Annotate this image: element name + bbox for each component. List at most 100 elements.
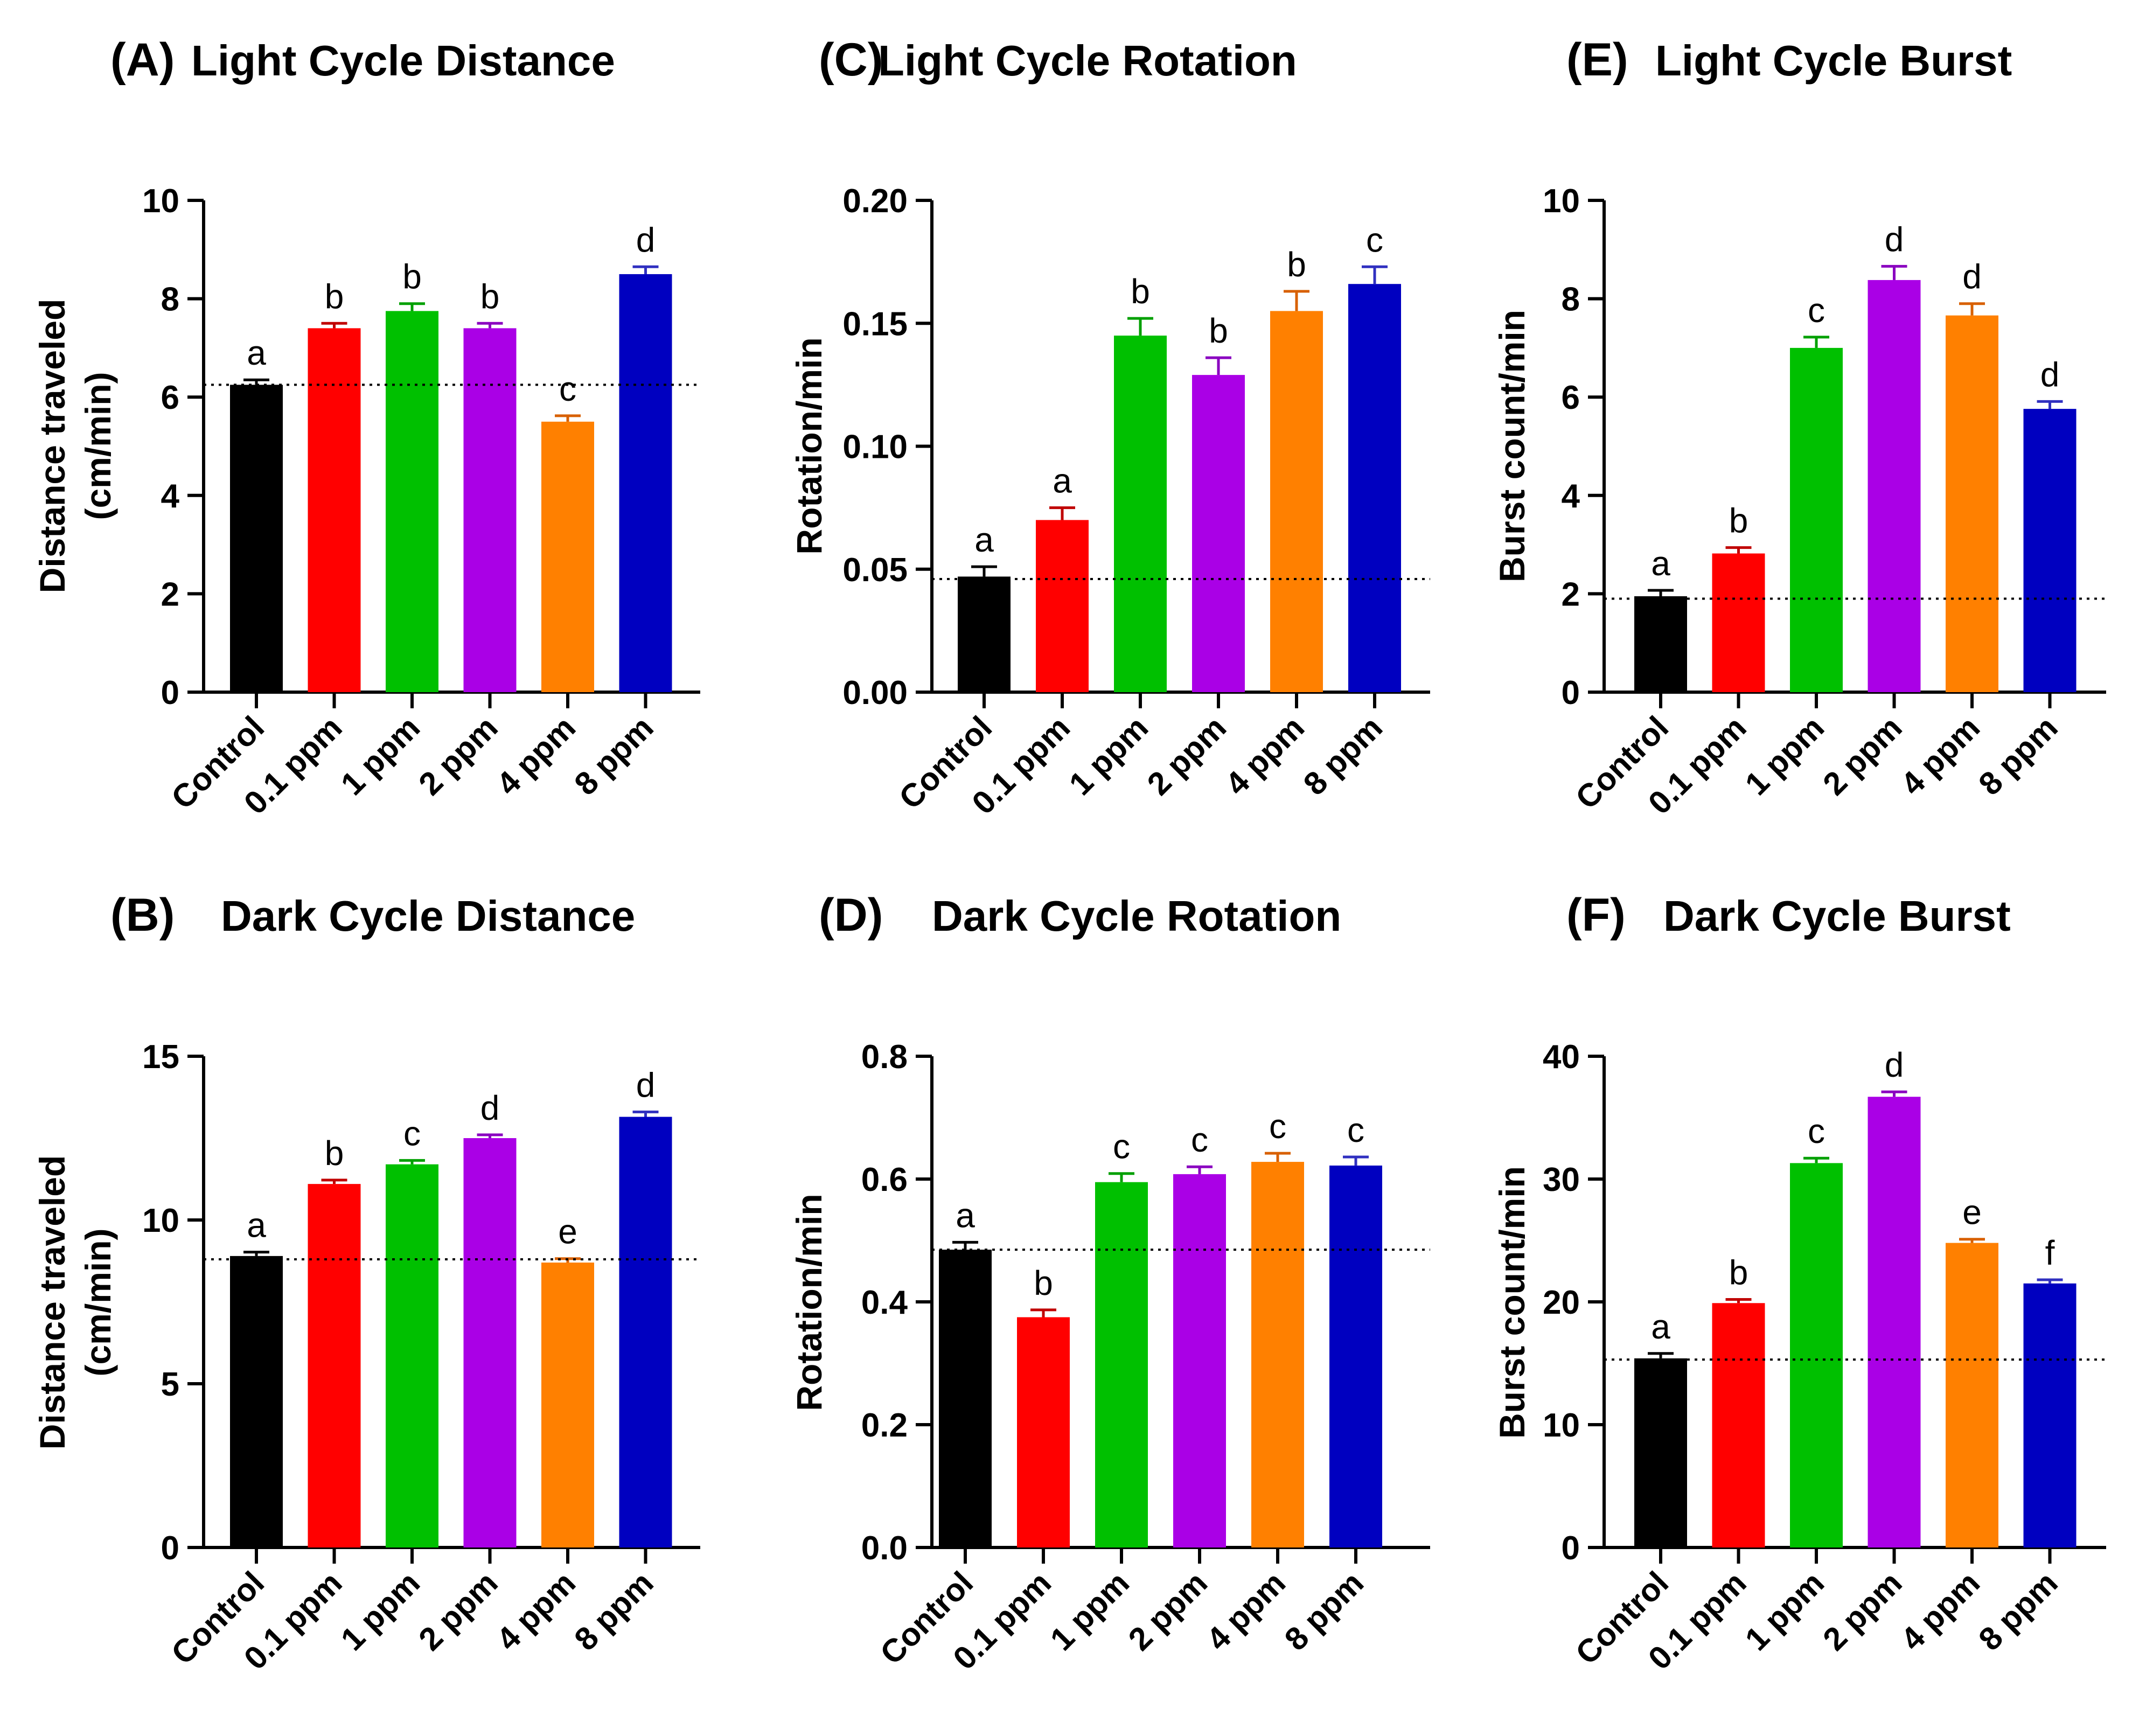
bar-2 [308, 1184, 361, 1547]
panel-title: Light Cycle Burst [1655, 37, 2012, 85]
x-tick-label: 2 ppm [412, 1565, 504, 1657]
bar-3 [1790, 347, 1843, 692]
significance-letter: c [1347, 1111, 1364, 1149]
significance-letter: d [1885, 220, 1904, 259]
y-tick-label: 0 [1562, 674, 1580, 712]
y-tick-label: 0.0 [861, 1530, 908, 1567]
y-tick-label: 0.10 [842, 429, 908, 466]
significance-letter: b [1287, 245, 1306, 284]
y-tick-label: 0.15 [842, 305, 908, 343]
y-axis-label: Burst count/min [1492, 310, 1532, 582]
significance-letter: a [247, 333, 266, 372]
y-tick-label: 15 [142, 1038, 179, 1076]
bar-3 [1114, 336, 1167, 692]
x-tick-label: 1 ppm [334, 709, 427, 802]
significance-letter: c [1113, 1127, 1130, 1166]
significance-letter: c [559, 369, 576, 408]
significance-letter: c [1808, 1112, 1825, 1151]
chart-panel-a: (A) Light Cycle Distance 0 2 4 6 8 10 Distance t… [32, 34, 700, 821]
chart-panel-d: (D) Dark Cycle Rotation 0.0 0.2 0.4 0.6 0.8 Rot… [789, 889, 1430, 1677]
bar-6 [619, 1117, 672, 1547]
y-axis-label-units: (cm/min) [78, 372, 118, 520]
significance-letter: d [1962, 257, 1982, 296]
y-tick-label: 0 [161, 674, 179, 712]
bar-1 [1634, 1358, 1687, 1547]
y-axis-label-units: (cm/min) [78, 1228, 118, 1376]
bar-4 [463, 1138, 517, 1547]
y-tick-label: 0.00 [842, 674, 908, 712]
bar-2 [1712, 1303, 1765, 1547]
bar-3 [386, 1164, 438, 1547]
significance-letter: d [636, 220, 656, 259]
significance-letter: e [558, 1212, 577, 1251]
significance-letter: d [636, 1065, 656, 1104]
y-tick-label: 10 [142, 183, 179, 220]
panel-label: (F) [1566, 889, 1626, 941]
bar-1 [230, 385, 283, 692]
panel-title: Dark Cycle Rotation [932, 892, 1341, 940]
y-tick-label: 4 [161, 478, 180, 515]
y-tick-label: 2 [161, 576, 179, 613]
panel-title: Dark Cycle Distance [221, 892, 635, 940]
y-tick-label: 30 [1543, 1161, 1580, 1198]
panel-title: Dark Cycle Burst [1663, 892, 2011, 940]
y-tick-label: 0 [161, 1530, 179, 1567]
significance-letter: b [1729, 501, 1748, 540]
bar-4 [1173, 1174, 1226, 1547]
significance-letter: c [1808, 291, 1825, 330]
y-axis-label: Rotation/min [789, 337, 829, 554]
y-tick-label: 6 [161, 379, 179, 416]
bar-1 [939, 1250, 992, 1547]
x-tick-label: 1 ppm [1738, 709, 1831, 802]
y-axis-label: Distance traveled [32, 299, 72, 594]
panel-title: Light Cycle Distance [191, 37, 615, 85]
chart-panel-e: (E) Light Cycle Burst 0 2 4 6 8 10 Burst count/m… [1492, 34, 2106, 821]
significance-letter: d [480, 1089, 500, 1127]
x-tick-label: 8 ppm [1278, 1565, 1370, 1657]
bar-2 [308, 328, 361, 692]
bar-5 [1946, 1243, 1998, 1547]
significance-letter: c [1191, 1120, 1208, 1159]
bar-2 [1036, 520, 1089, 692]
x-tick-label: 2 ppm [412, 709, 504, 802]
bar-6 [1348, 284, 1401, 692]
y-axis-label: Distance traveled [32, 1155, 72, 1450]
y-axis-label: Rotation/min [789, 1194, 829, 1411]
panel-label: (E) [1566, 34, 1628, 86]
bar-3 [1790, 1163, 1843, 1547]
bar-1 [958, 576, 1011, 692]
bar-6 [2023, 1283, 2077, 1547]
bar-3 [386, 311, 438, 692]
panel-label: (D) [819, 889, 883, 941]
bar-4 [1868, 280, 1921, 692]
x-tick-label: 8 ppm [567, 1565, 660, 1657]
panel-label: (B) [110, 889, 175, 941]
significance-letter: b [325, 277, 344, 316]
bar-5 [1251, 1162, 1304, 1547]
x-tick-label: 2 ppm [1816, 1565, 1908, 1657]
y-tick-label: 10 [1543, 183, 1580, 220]
y-tick-label: 0.20 [842, 183, 908, 220]
significance-letter: a [974, 520, 994, 559]
x-tick-label: 1 ppm [1062, 709, 1155, 802]
bar-4 [1192, 375, 1245, 692]
bar-6 [2023, 409, 2077, 692]
x-tick-label: 4 ppm [1200, 1565, 1292, 1657]
x-tick-label: 8 ppm [1971, 1565, 2064, 1657]
x-tick-label: 1 ppm [1043, 1565, 1136, 1657]
x-tick-label: 1 ppm [1738, 1565, 1831, 1657]
significance-letter: b [1209, 311, 1228, 350]
y-tick-label: 2 [1562, 576, 1580, 613]
x-tick-label: 4 ppm [1894, 709, 1987, 802]
x-tick-label: 2 ppm [1121, 1565, 1214, 1657]
y-tick-label: 40 [1543, 1038, 1580, 1076]
bar-4 [1868, 1097, 1921, 1547]
significance-letter: a [1651, 1307, 1670, 1346]
y-tick-label: 8 [1562, 281, 1580, 318]
bar-1 [1634, 596, 1687, 692]
y-tick-label: 5 [161, 1366, 179, 1403]
bar-6 [619, 274, 672, 692]
x-tick-label: 4 ppm [490, 709, 582, 802]
significance-letter: a [1053, 462, 1072, 500]
significance-letter: c [403, 1114, 421, 1153]
